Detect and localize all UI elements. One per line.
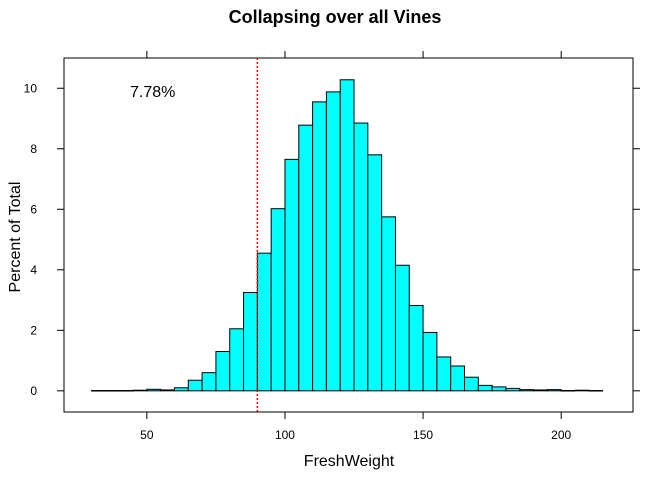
histogram-bar: [298, 124, 314, 392]
y-tick-label: 4: [30, 263, 37, 277]
x-axis-label: FreshWeight: [304, 453, 395, 470]
y-tick-label: 6: [30, 202, 37, 216]
histogram-bar: [187, 379, 203, 392]
ticks-group: 50 100 150 200 0 2 4 6 8 10: [24, 51, 640, 442]
histogram-bar: [312, 101, 327, 392]
histogram-bar: [464, 376, 479, 392]
histogram-bar: [505, 387, 521, 392]
x-tick-label: 150: [413, 428, 433, 442]
histogram-bar: [394, 264, 410, 392]
histogram-bar: [284, 158, 300, 392]
histogram-bar: [215, 350, 231, 392]
histogram-bar: [104, 390, 120, 392]
histogram-bar: [353, 122, 369, 392]
x-tick-label: 100: [275, 428, 295, 442]
annotation-text: 7.78%: [130, 84, 175, 101]
y-tick-label: 0: [30, 384, 37, 398]
x-tick-label: 50: [140, 428, 154, 442]
histogram-bar: [118, 390, 134, 392]
histogram-bar: [325, 91, 341, 392]
histogram-bar: [519, 389, 535, 392]
histogram-bar: [201, 372, 217, 392]
histogram-bar: [339, 79, 355, 392]
histogram-bar: [408, 304, 424, 392]
histogram-bar: [160, 389, 175, 392]
y-tick-label: 10: [24, 81, 38, 95]
histogram-bar: [270, 208, 286, 392]
histogram-bar: [574, 389, 590, 392]
histogram-bar: [491, 386, 507, 392]
bars-group: [91, 79, 604, 392]
histogram-bar: [422, 331, 438, 392]
histogram-bar: [243, 291, 258, 392]
histogram-bar: [436, 356, 452, 392]
x-tick-label: 200: [551, 428, 571, 442]
histogram-bar: [588, 390, 604, 392]
chart-title: Collapsing over all Vines: [229, 7, 442, 27]
histogram-bar: [132, 389, 148, 392]
histogram-bar: [91, 390, 106, 392]
histogram-bar: [546, 389, 562, 392]
y-tick-label: 8: [30, 142, 37, 156]
histogram-bar: [173, 387, 189, 392]
histogram-bar: [256, 252, 272, 392]
histogram-bar: [560, 390, 576, 392]
histogram-bar: [146, 388, 162, 392]
histogram-bar: [477, 384, 493, 392]
histogram-bar: [367, 154, 383, 392]
histogram-bar: [381, 216, 396, 392]
histogram-bar: [229, 328, 245, 392]
plot-frame: [63, 57, 634, 413]
y-axis-label: Percent of Total: [7, 182, 24, 293]
histogram-bar: [533, 389, 548, 392]
y-tick-label: 2: [30, 323, 37, 337]
histogram-bar: [450, 365, 466, 392]
